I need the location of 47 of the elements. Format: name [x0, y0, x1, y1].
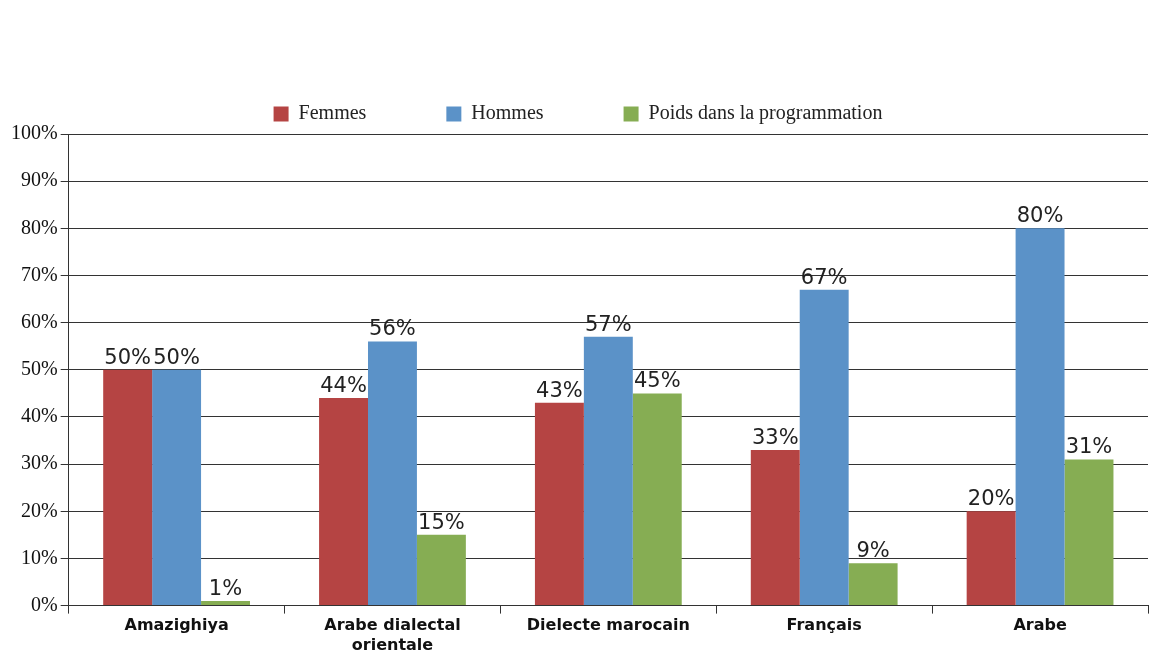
bar	[632, 393, 682, 606]
y-tick-label: 40%	[20, 404, 58, 427]
data-label: 1%	[208, 575, 243, 600]
data-label: 31%	[1065, 434, 1113, 459]
bar	[368, 341, 417, 606]
data-label: 45%	[633, 368, 681, 393]
bar	[319, 398, 368, 606]
data-label: 20%	[967, 486, 1015, 511]
y-tick-label: 100%	[10, 121, 58, 144]
data-label: 56%	[369, 316, 416, 341]
x-tick-label: Arabe	[1013, 615, 1067, 635]
y-tick-label: 60%	[20, 309, 58, 332]
bar	[583, 336, 633, 606]
y-tick-label: 0%	[30, 592, 58, 615]
data-label: 50%	[153, 344, 200, 369]
x-tick-label: Français	[786, 615, 862, 635]
bar	[799, 289, 849, 606]
y-tick-label: 20%	[20, 498, 58, 521]
data-label: 50%	[104, 344, 152, 369]
bar	[750, 449, 800, 606]
bar	[416, 534, 466, 606]
bar	[848, 563, 898, 606]
bar	[103, 369, 153, 606]
y-tick-label: 90%	[20, 168, 58, 191]
x-tick-label: Amazighiya	[124, 615, 229, 635]
x-tick-label: Arabe dialectal orientale	[324, 615, 461, 654]
data-label: 43%	[536, 377, 583, 402]
y-tick-label: 30%	[20, 451, 58, 474]
y-tick-label: 80%	[20, 215, 58, 238]
y-tick-label: 70%	[20, 262, 58, 285]
data-label: 15%	[418, 509, 465, 534]
data-label: 33%	[751, 424, 799, 449]
bar	[534, 402, 584, 606]
bar	[966, 511, 1016, 606]
bar	[1015, 228, 1065, 606]
data-label: 80%	[1016, 203, 1064, 228]
y-tick-label: 50%	[20, 357, 58, 380]
bar	[201, 600, 250, 606]
legend-label: Poids dans la programmation	[648, 101, 883, 125]
x-tick-label: Dielecte marocain	[526, 615, 690, 635]
bar	[152, 369, 202, 606]
data-label: 9%	[856, 538, 890, 563]
data-label: 44%	[320, 373, 367, 398]
bar	[1064, 459, 1114, 606]
legend-label: Hommes	[471, 101, 544, 124]
y-tick-label: 10%	[20, 545, 58, 568]
legend-label: Femmes	[298, 101, 367, 124]
